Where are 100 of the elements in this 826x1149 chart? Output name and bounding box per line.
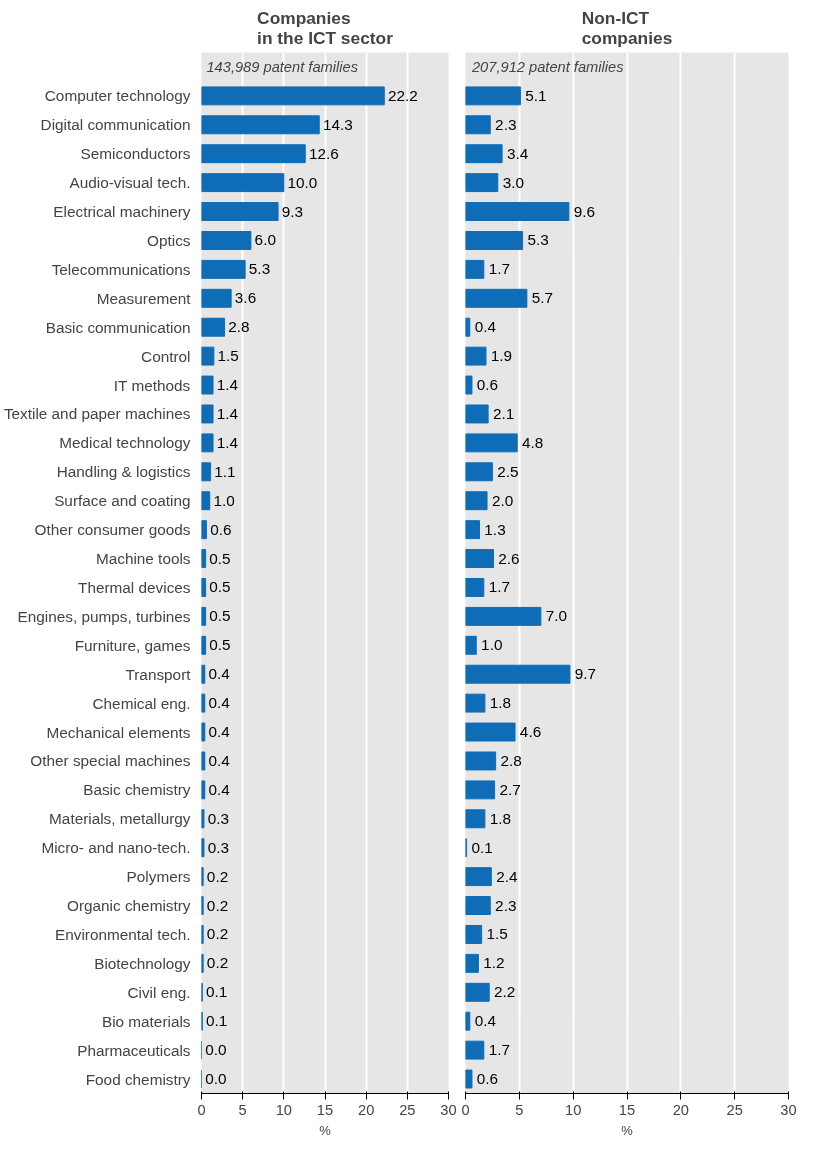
y-tick-label: Machine tools: [95, 550, 191, 568]
y-tick-label: Mechanical elements: [46, 723, 191, 741]
data-label: 0.6: [476, 376, 499, 394]
data-label: 2.5: [497, 462, 519, 480]
data-label: 1.4: [216, 404, 239, 422]
y-tick-label: Materials, metallurgy: [49, 810, 191, 828]
data-label: 0.0: [205, 1070, 227, 1088]
y-tick-label: Pharmaceuticals: [77, 1041, 191, 1059]
y-tick-label: Basic communication: [45, 318, 191, 336]
data-label: 0.2: [206, 954, 229, 972]
data-label: 2.6: [498, 549, 520, 567]
x-axis-title: %: [319, 1122, 332, 1138]
y-tick-label: Thermal devices: [78, 578, 191, 596]
y-tick-label: Bio materials: [101, 1012, 191, 1030]
y-tick-label: Measurement: [96, 289, 192, 307]
y-tick-label: Engines, pumps, turbines: [17, 607, 191, 625]
data-label: 0.6: [476, 1070, 499, 1088]
data-label: 3.6: [234, 289, 257, 307]
data-label: 7.0: [545, 607, 568, 625]
y-tick-label: Other consumer goods: [34, 521, 191, 539]
data-label: 2.0: [491, 491, 514, 509]
data-label: 9.3: [281, 202, 304, 220]
data-label: 0.3: [207, 809, 229, 827]
data-label: 2.4: [496, 867, 518, 885]
data-label: 0.3: [207, 838, 229, 856]
data-label: 0.2: [206, 867, 229, 885]
y-tick-label: Chemical eng.: [92, 694, 191, 712]
data-label: 1.5: [486, 925, 508, 943]
data-label: 1.9: [490, 347, 513, 365]
data-label: 0.1: [471, 838, 493, 856]
data-label: 1.5: [217, 347, 239, 365]
data-label: 6.0: [254, 231, 276, 249]
y-tick-label: Civil eng.: [127, 983, 191, 1001]
y-tick-label: Telecommunications: [51, 260, 191, 278]
x-tick-label: 30: [440, 1101, 457, 1118]
x-tick-label: 25: [726, 1101, 743, 1118]
x-axis-title: %: [621, 1122, 634, 1138]
data-label: 2.8: [500, 751, 522, 769]
y-tick-label: Computer technology: [44, 87, 191, 105]
x-tick-label: 10: [565, 1101, 582, 1118]
data-label: 4.6: [519, 723, 542, 741]
data-label: 0.4: [474, 1012, 497, 1030]
data-label: 9.7: [574, 665, 597, 683]
y-tick-label: Electrical machinery: [53, 203, 191, 221]
y-tick-label: Organic chemistry: [66, 897, 191, 915]
y-tick-label: Handling & logistics: [56, 463, 191, 481]
y-tick-label: Control: [141, 347, 191, 365]
data-label: 1.7: [488, 578, 510, 596]
y-tick-label: Other special machines: [30, 752, 191, 770]
data-label: 2.2: [494, 983, 516, 1001]
x-tick-label: 30: [780, 1101, 797, 1118]
data-label: 1.4: [216, 433, 239, 451]
x-tick-label: 5: [238, 1101, 247, 1118]
y-tick-label: Medical technology: [59, 434, 191, 452]
y-tick-label: Digital communication: [40, 116, 191, 134]
data-label: 1.8: [489, 694, 512, 712]
data-label: 0.1: [206, 983, 228, 1001]
data-label: 9.6: [573, 202, 596, 220]
data-label: 5.3: [527, 231, 549, 249]
data-label: 1.1: [214, 462, 236, 480]
data-label: 0.4: [208, 723, 231, 741]
chart-title: Companies in the ICT sector: [257, 7, 394, 48]
data-label: 0.4: [208, 751, 231, 769]
data-label: 5.3: [248, 260, 271, 278]
data-label: 0.1: [206, 1012, 228, 1030]
y-tick-label: Optics: [147, 231, 191, 249]
data-label: 14.3: [322, 115, 353, 133]
data-label: 22.2: [387, 86, 418, 104]
data-label: 1.0: [481, 636, 503, 654]
data-label: 0.5: [209, 549, 231, 567]
x-tick-label: 0: [461, 1101, 470, 1118]
x-tick-label: 25: [399, 1101, 416, 1118]
data-label: 1.7: [488, 1041, 510, 1059]
x-tick-label: 15: [316, 1101, 334, 1118]
y-tick-label: Semiconductors: [80, 145, 191, 163]
x-tick-label: 0: [197, 1101, 206, 1118]
y-tick-label: Surface and coating: [54, 492, 191, 510]
data-label: 3.0: [502, 173, 524, 191]
y-tick-label: Biotechnology: [94, 954, 191, 972]
data-label: 2.3: [495, 896, 517, 914]
y-tick-label: Micro- and nano-tech.: [41, 839, 191, 857]
y-tick-label: Textile and paper machines: [3, 405, 191, 423]
data-label: 2.7: [499, 780, 521, 798]
y-tick-label: Transport: [125, 665, 192, 683]
y-tick-label: Furniture, games: [74, 636, 191, 654]
x-tick-label: 5: [515, 1101, 524, 1118]
x-tick-label: 20: [672, 1101, 689, 1118]
data-label: 0.2: [206, 925, 229, 943]
data-label: 0.4: [208, 780, 231, 798]
data-label: 5.1: [525, 86, 547, 104]
data-label: 0.6: [210, 520, 232, 538]
data-label: 1.0: [213, 491, 235, 509]
y-tick-label: IT methods: [113, 376, 191, 394]
x-tick-label: 15: [618, 1101, 636, 1118]
data-label: 1.7: [488, 260, 510, 278]
x-tick-label: 10: [275, 1101, 292, 1118]
y-tick-label: Basic chemistry: [83, 781, 191, 799]
data-label: 5.7: [531, 289, 554, 307]
chart-title: Non-ICT companies: [581, 7, 673, 48]
data-label: 2.8: [228, 318, 250, 336]
